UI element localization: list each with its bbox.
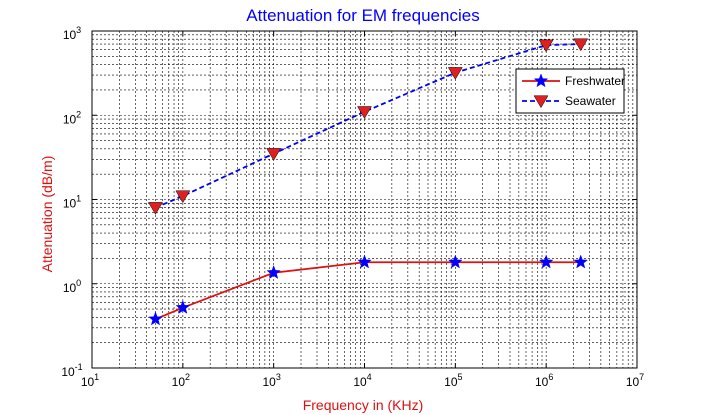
y-tick-label: 101: [63, 194, 81, 211]
legend-label: Freshwater: [565, 74, 625, 88]
seawater-point: [447, 67, 463, 80]
y-tick-label: 103: [63, 25, 81, 42]
freshwater-point: [357, 254, 372, 269]
x-axis-label: Frequency in (KHz): [303, 397, 424, 413]
x-tick-label: 107: [626, 372, 644, 389]
legend-marker-freshwater: [533, 73, 549, 88]
freshwater-point: [573, 254, 589, 269]
seawater-point: [573, 38, 589, 52]
legend-marker-seawater: [533, 95, 549, 109]
seawater-point: [357, 106, 372, 119]
freshwater-point: [266, 265, 281, 280]
legend-label: Seawater: [565, 94, 616, 108]
x-tick-label: 104: [353, 372, 371, 389]
axis-ticks: 101 102 103 104 105 106 107 10-1 100 101 102 103: [61, 25, 644, 389]
freshwater-point: [148, 311, 163, 326]
y-axis-label: Attenuation (dB/m): [39, 156, 55, 273]
seawater-point: [148, 202, 163, 215]
seawater-point: [175, 190, 191, 204]
x-tick-label: 103: [262, 372, 280, 389]
chart-title: Attenuation for EM frequencies: [246, 6, 479, 25]
x-tick-label: 102: [172, 372, 190, 389]
x-tick-label: 106: [535, 372, 553, 389]
seawater-point: [538, 39, 554, 53]
y-tick-label: 10-1: [61, 362, 82, 379]
freshwater-point: [448, 254, 463, 269]
freshwater-point: [175, 299, 191, 314]
series-freshwater: [148, 254, 589, 326]
legend-box: [515, 68, 625, 114]
y-tick-label: 100: [63, 278, 81, 295]
freshwater-point: [538, 254, 554, 269]
x-tick-label: 101: [81, 372, 99, 389]
series-seawater: [148, 38, 589, 215]
series-layer: [148, 38, 589, 326]
seawater-point: [266, 148, 282, 161]
y-tick-label: 102: [63, 109, 81, 126]
legend: Freshwater Seawater: [515, 68, 625, 114]
x-tick-label: 105: [444, 372, 462, 389]
